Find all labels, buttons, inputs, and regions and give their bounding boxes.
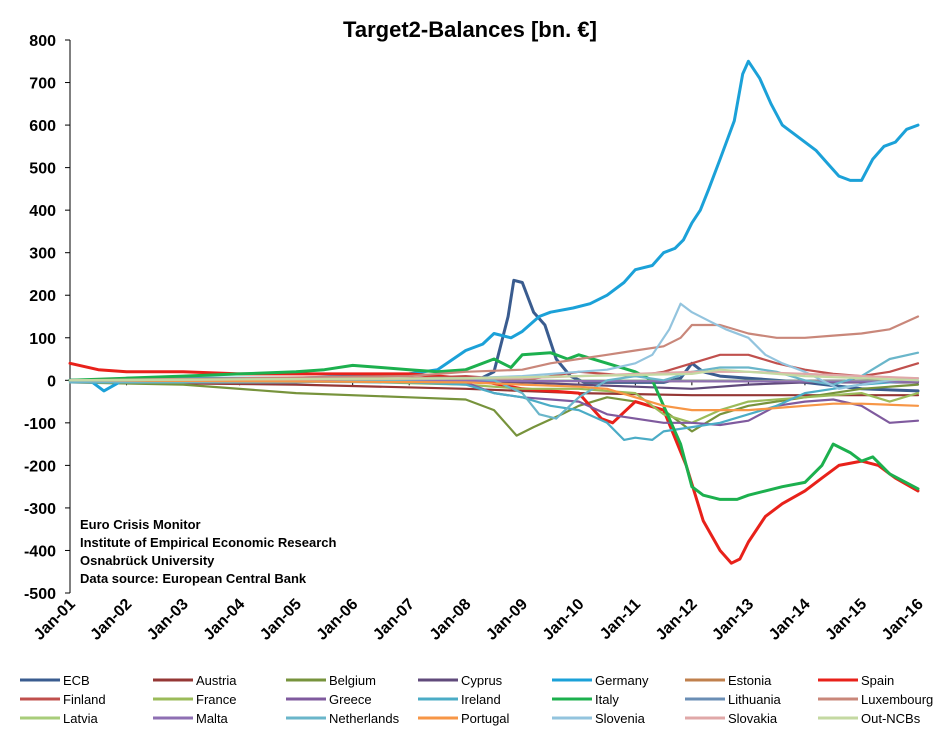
- series-lines: [68, 59, 920, 565]
- legend-label: Ireland: [461, 692, 501, 707]
- y-axis: 800 700 600 500 400 300 200 100 0 -100 -200 -300 -40…: [24, 33, 71, 603]
- series-line-germany: [68, 59, 920, 393]
- legend-label: Cyprus: [461, 673, 503, 688]
- x-tick-label: Jan-15: [822, 596, 870, 644]
- series-line-ireland: [68, 379, 920, 441]
- annotation-line: Institute of Empirical Economic Research: [80, 535, 337, 550]
- legend-label: France: [196, 692, 236, 707]
- legend-label: Germany: [595, 673, 649, 688]
- series-line-luxembourg: [68, 315, 920, 382]
- series-line-out-ncbs: [68, 368, 920, 382]
- series-line-belgium: [68, 381, 920, 437]
- legend-label: Belgium: [329, 673, 376, 688]
- y-tick-label: 500: [29, 161, 56, 178]
- source-annotation: Euro Crisis Monitor Institute of Empirica…: [80, 517, 337, 586]
- y-tick-label: -100: [24, 416, 56, 433]
- x-tick-label: Jan-07: [370, 596, 418, 644]
- y-tick-label: 0: [47, 373, 56, 390]
- x-tick-label: Jan-04: [201, 596, 249, 644]
- annotation-line: Euro Crisis Monitor: [80, 517, 201, 532]
- legend-label: Latvia: [63, 711, 98, 726]
- legend-label: Netherlands: [329, 711, 400, 726]
- x-tick-label: Jan-16: [879, 596, 927, 644]
- x-tick-label: Jan-12: [653, 596, 701, 644]
- x-tick-label: Jan-06: [314, 596, 362, 644]
- y-tick-label: 200: [29, 288, 56, 305]
- y-tick-label: 400: [29, 203, 56, 220]
- x-tick-label: Jan-13: [709, 596, 757, 644]
- annotation-line: Data source: European Central Bank: [80, 571, 307, 586]
- y-tick-label: 700: [29, 76, 56, 93]
- series-line-slovenia: [68, 302, 920, 390]
- x-tick-label: Jan-05: [257, 596, 305, 644]
- series-line-italy: [68, 351, 920, 501]
- legend-label: Slovenia: [595, 711, 646, 726]
- x-tick-label: Jan-03: [144, 596, 192, 644]
- legend-label: Greece: [329, 692, 372, 707]
- x-tick-label: Jan-10: [540, 596, 588, 644]
- legend-label: Luxembourg: [861, 692, 933, 707]
- legend-label: Portugal: [461, 711, 510, 726]
- legend-label: Estonia: [728, 673, 772, 688]
- legend-label: Italy: [595, 692, 619, 707]
- annotation-line: Osnabrück University: [80, 553, 215, 568]
- y-tick-label: 100: [29, 331, 56, 348]
- y-tick-label: -300: [24, 501, 56, 518]
- legend-label: Out-NCBs: [861, 711, 921, 726]
- legend-label: Spain: [861, 673, 894, 688]
- x-axis: Jan-01 Jan-02 Jan-03 Jan-04 Jan-05 Jan-06 Jan-…: [31, 379, 927, 644]
- x-tick-label: Jan-11: [597, 596, 644, 643]
- x-tick-label: Jan-08: [427, 596, 475, 644]
- y-tick-label: -400: [24, 543, 56, 560]
- x-tick-label: Jan-02: [87, 596, 135, 644]
- legend-label: Lithuania: [728, 692, 782, 707]
- chart-title: Target2-Balances [bn. €]: [343, 17, 597, 42]
- x-tick-label: Jan-09: [483, 596, 531, 644]
- y-tick-label: 800: [29, 33, 56, 50]
- x-tick-label: Jan-14: [766, 596, 814, 644]
- series-line-spain: [68, 361, 920, 565]
- series-line-ecb: [68, 278, 920, 393]
- legend-label: Malta: [196, 711, 229, 726]
- y-tick-label: -200: [24, 458, 56, 475]
- legend-label: ECB: [63, 673, 90, 688]
- legend-label: Slovakia: [728, 711, 778, 726]
- legend: ECB Austria Belgium Cyprus Germany Estonia Spa…: [20, 673, 933, 726]
- y-tick-label: 300: [29, 246, 56, 263]
- y-tick-label: -500: [24, 586, 56, 603]
- series-line-portugal: [68, 379, 920, 412]
- y-tick-label: 600: [29, 118, 56, 135]
- legend-label: Finland: [63, 692, 106, 707]
- legend-label: Austria: [196, 673, 237, 688]
